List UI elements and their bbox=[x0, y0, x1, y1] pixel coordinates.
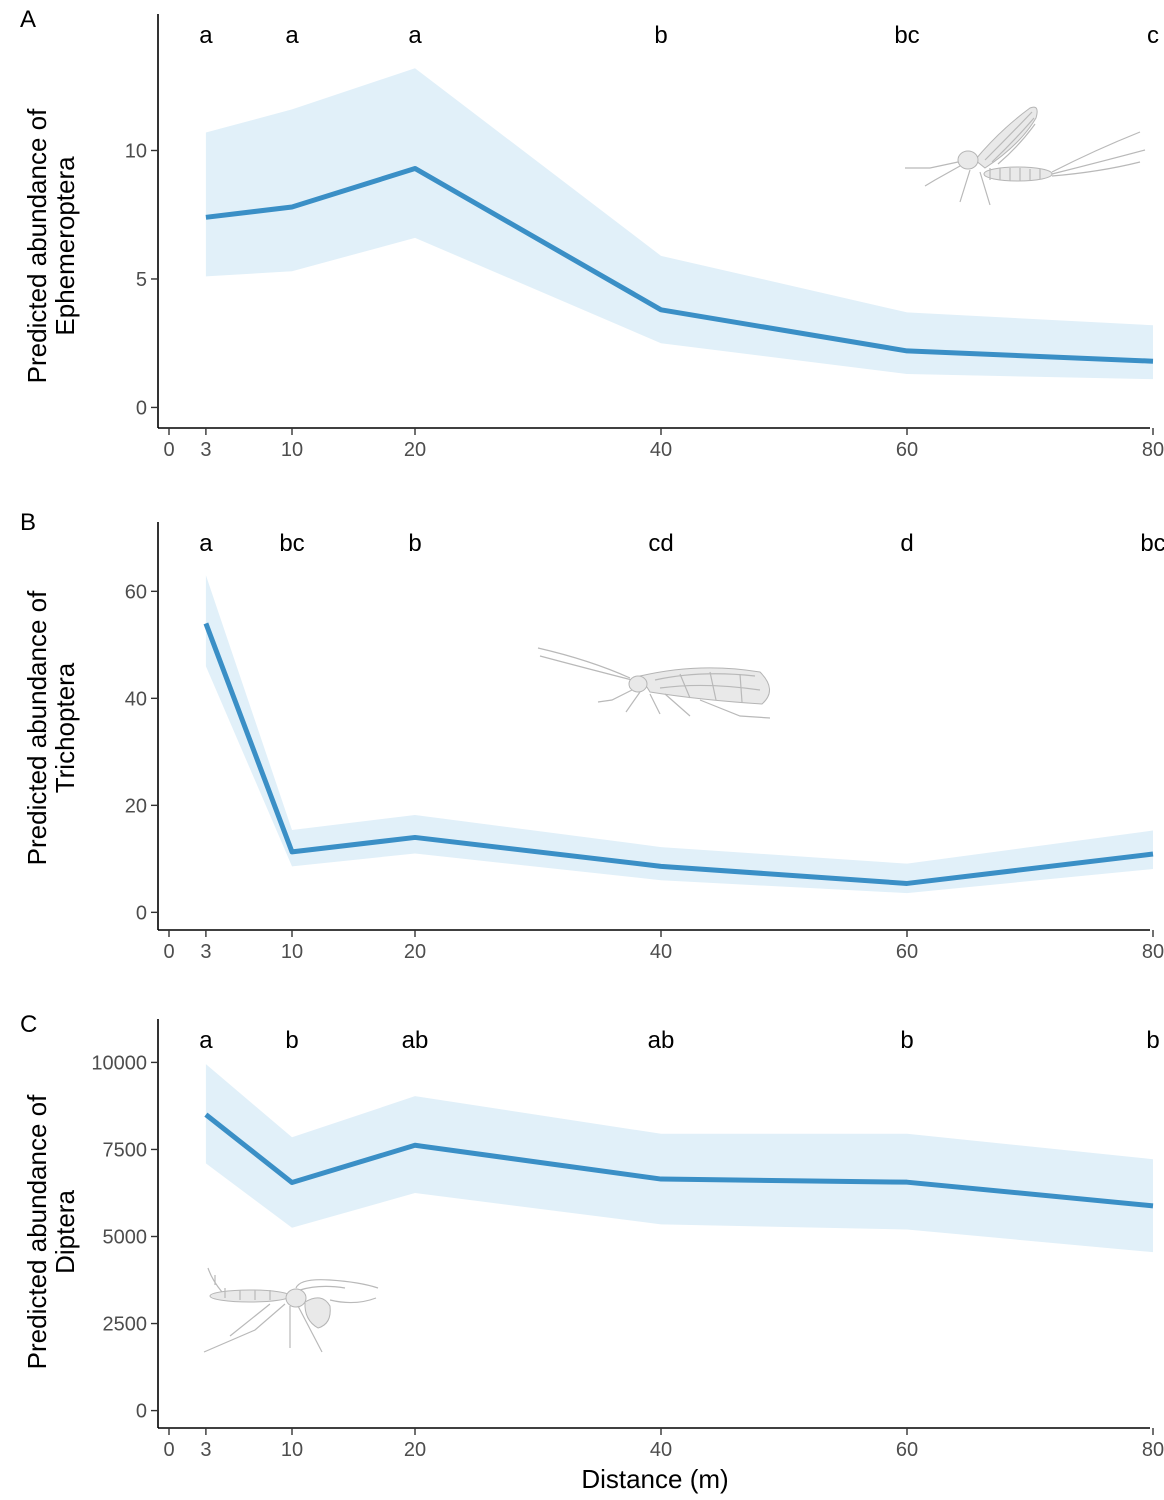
x-tick-label: 80 bbox=[1142, 439, 1164, 461]
significance-letter: a bbox=[408, 22, 422, 49]
y-tick-label: 10000 bbox=[91, 1052, 147, 1074]
y-axis-title-line2: Diptera bbox=[50, 1190, 80, 1274]
significance-letter: b bbox=[1146, 1027, 1159, 1054]
significance-letter: c bbox=[1147, 22, 1159, 49]
y-tick-label: 0 bbox=[136, 1401, 147, 1423]
x-tick-label: 3 bbox=[200, 439, 211, 461]
x-tick-label: 10 bbox=[281, 439, 303, 461]
x-tick-label: 20 bbox=[404, 1439, 426, 1461]
y-axis-title-line1: Predicted abundance of bbox=[22, 108, 52, 383]
x-tick-label: 0 bbox=[163, 1439, 174, 1461]
x-tick-label: 40 bbox=[650, 439, 672, 461]
x-tick-label: 40 bbox=[650, 1439, 672, 1461]
series-line bbox=[205, 165, 1154, 364]
y-tick-label: 5000 bbox=[103, 1227, 148, 1249]
x-tick-label: 0 bbox=[163, 941, 174, 963]
y-axis-title-line2: Ephemeroptera bbox=[50, 156, 80, 336]
confidence-ribbon bbox=[205, 575, 1153, 894]
significance-letter: b bbox=[408, 530, 421, 557]
x-axis-title: Distance (m) bbox=[581, 1464, 728, 1494]
significance-letter: ab bbox=[402, 1027, 429, 1054]
x-tick-label: 60 bbox=[896, 439, 918, 461]
x-tick-label: 3 bbox=[200, 941, 211, 963]
x-tick-label: 10 bbox=[281, 941, 303, 963]
panel-tag: A bbox=[20, 6, 36, 33]
significance-letter: bc bbox=[279, 530, 304, 557]
significance-letter: a bbox=[199, 22, 213, 49]
y-tick-label: 5 bbox=[136, 269, 147, 291]
y-tick-label: 40 bbox=[125, 688, 147, 710]
significance-letter: d bbox=[900, 530, 913, 557]
y-tick-label: 10 bbox=[125, 140, 147, 162]
panel-c: C Predicted abundance of Diptera 0 2500 50… bbox=[20, 1011, 1164, 1461]
y-tick-label: 0 bbox=[136, 397, 147, 419]
x-tick-label: 20 bbox=[404, 941, 426, 963]
series-line bbox=[204, 1112, 1154, 1209]
y-axis-title-line2: Trichoptera bbox=[50, 662, 80, 793]
y-axis-title: Predicted abundance of Diptera bbox=[22, 1094, 80, 1369]
series-line bbox=[203, 622, 1154, 886]
panel-tag: B bbox=[20, 509, 36, 536]
y-tick-label: 0 bbox=[136, 902, 147, 924]
x-tick-label: 10 bbox=[281, 1439, 303, 1461]
panel-b: B Predicted abundance of Trichoptera 0 20… bbox=[20, 509, 1164, 963]
x-tick-label: 80 bbox=[1142, 1439, 1164, 1461]
x-tick-label: 60 bbox=[896, 1439, 918, 1461]
confidence-ribbon bbox=[205, 68, 1153, 380]
caddisfly-illustration bbox=[537, 647, 771, 719]
y-axis-title: Predicted abundance of Ephemeroptera bbox=[22, 108, 80, 383]
x-tick-label: 80 bbox=[1142, 941, 1164, 963]
y-tick-label: 7500 bbox=[103, 1139, 148, 1161]
x-tick-label: 0 bbox=[163, 439, 174, 461]
midge-illustration bbox=[203, 1267, 379, 1353]
panel-a: A Predicted abundance of Ephemeroptera 0… bbox=[20, 6, 1164, 461]
y-tick-label: 60 bbox=[125, 581, 147, 603]
confidence-ribbon bbox=[205, 1064, 1153, 1253]
x-tick-label: 40 bbox=[650, 941, 672, 963]
y-axis-title-line1: Predicted abundance of bbox=[22, 590, 52, 865]
significance-letter: a bbox=[285, 22, 299, 49]
x-tick-label: 60 bbox=[896, 941, 918, 963]
significance-letter: bc bbox=[894, 22, 919, 49]
mayfly-illustration bbox=[905, 106, 1146, 206]
significance-letter: cd bbox=[648, 530, 673, 557]
y-axis-title-line1: Predicted abundance of bbox=[22, 1094, 52, 1369]
significance-letter: b bbox=[654, 22, 667, 49]
panel-tag: C bbox=[20, 1011, 37, 1038]
significance-letter: bc bbox=[1140, 530, 1164, 557]
x-tick-label: 3 bbox=[200, 1439, 211, 1461]
y-tick-label: 2500 bbox=[103, 1314, 148, 1336]
significance-letter: b bbox=[900, 1027, 913, 1054]
y-axis-title: Predicted abundance of Trichoptera bbox=[22, 590, 80, 865]
significance-letter: a bbox=[199, 1027, 213, 1054]
significance-letter: ab bbox=[648, 1027, 675, 1054]
significance-letter: b bbox=[285, 1027, 298, 1054]
y-tick-label: 20 bbox=[125, 795, 147, 817]
significance-letter: a bbox=[199, 530, 213, 557]
x-tick-label: 20 bbox=[404, 439, 426, 461]
